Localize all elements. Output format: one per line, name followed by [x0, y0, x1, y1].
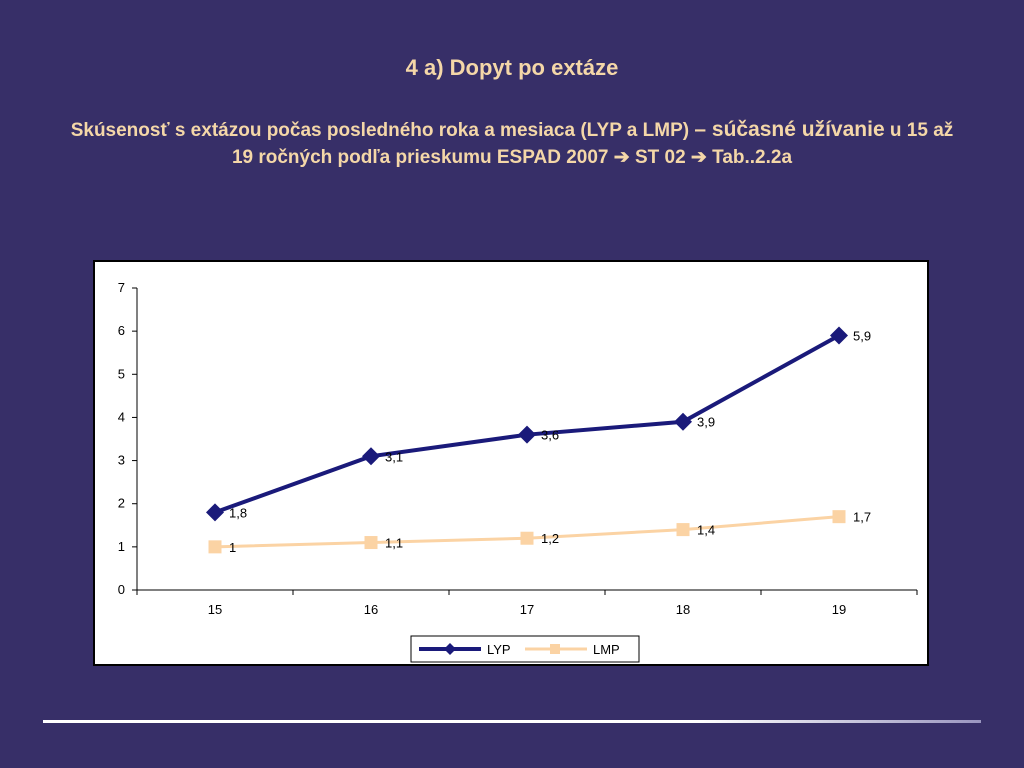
y-tick-label: 7 — [118, 280, 125, 295]
legend-label-lmp: LMP — [593, 642, 620, 657]
data-label-lmp: 1 — [229, 540, 236, 555]
y-tick-label: 2 — [118, 496, 125, 511]
chart-frame: 0 1 2 3 4 5 6 7 15 16 17 18 19 1 1,1 1,2 1,4 1,7 1,8 3,1 3,6… — [93, 260, 929, 666]
data-point-lmp — [208, 540, 222, 554]
x-tick-label: 18 — [676, 602, 690, 617]
data-point-lmp — [676, 523, 690, 537]
legend-marker-lmp — [550, 644, 560, 654]
legend-label-lyp: LYP — [487, 642, 511, 657]
data-label-lyp: 5,9 — [853, 328, 871, 343]
data-label-lmp: 1,1 — [385, 536, 403, 551]
data-point-lmp — [832, 510, 846, 524]
data-point-lyp — [830, 326, 848, 345]
line-chart: 0 1 2 3 4 5 6 7 15 16 17 18 19 1 1,1 1,2 1,4 1,7 1,8 3,1 3,6… — [118, 280, 918, 663]
footer-divider — [43, 720, 981, 723]
x-tick-label: 15 — [208, 602, 222, 617]
y-tick-label: 5 — [118, 366, 125, 381]
subtitle-part-2: u 15 až 19 ročných podľa prieskumu ESPAD… — [231, 120, 954, 168]
data-point-lmp — [520, 531, 534, 545]
x-tick-label: 16 — [364, 602, 378, 617]
slide-title: 4 a) Dopyt po extáze — [405, 55, 619, 80]
data-label-lmp: 1,4 — [697, 523, 715, 538]
data-label-lmp: 1,2 — [541, 531, 559, 546]
data-label-lyp: 3,6 — [541, 428, 559, 443]
data-point-lmp — [364, 536, 378, 550]
data-point-lyp — [206, 503, 224, 522]
x-tick-label: 17 — [520, 602, 534, 617]
data-label-lyp: 1,8 — [229, 505, 247, 520]
y-tick-label: 1 — [118, 539, 125, 554]
subtitle-part-1: Skúsenosť s extázou počas posledného rok… — [70, 120, 695, 141]
data-point-lyp — [518, 425, 536, 444]
legend-marker-lyp — [444, 643, 456, 655]
y-tick-label: 0 — [118, 582, 125, 597]
series-line-lyp — [214, 333, 840, 515]
data-label-lmp: 1,7 — [853, 510, 871, 525]
y-tick-label: 6 — [118, 323, 125, 338]
x-tick-label: 19 — [832, 602, 846, 617]
slide-subtitle: Skúsenosť s extázou počas posledného rok… — [60, 116, 964, 171]
data-label-lyp: 3,9 — [697, 415, 715, 430]
y-tick-label: 3 — [118, 453, 125, 468]
data-point-lyp — [674, 412, 692, 431]
y-tick-label: 4 — [118, 409, 125, 424]
data-point-lyp — [362, 447, 380, 466]
data-label-lyp: 3,1 — [385, 449, 403, 464]
subtitle-emphasis: – súčasné užívanie — [694, 118, 885, 141]
